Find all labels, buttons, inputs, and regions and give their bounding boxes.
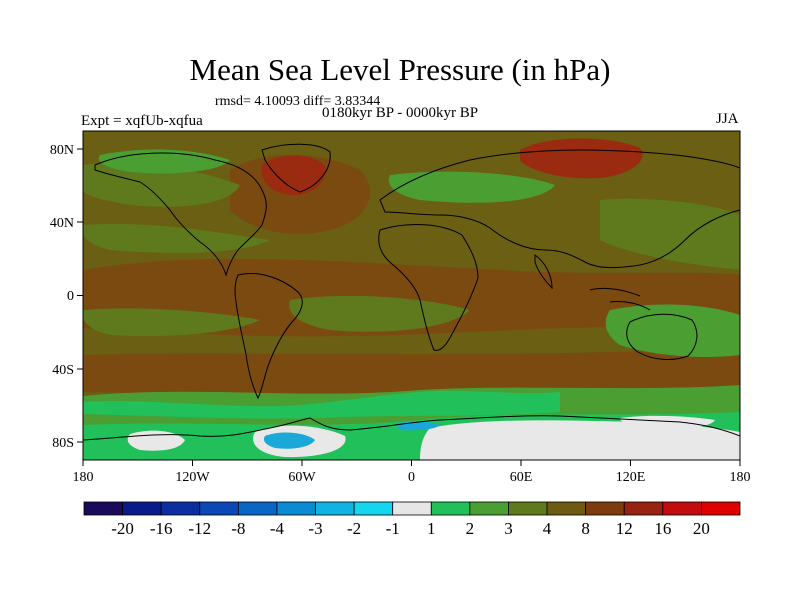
colorbar-swatch: [83, 501, 123, 516]
field-olive-equator: [83, 223, 270, 253]
coast-eurasia: [379, 149, 740, 269]
x-tick-label: 60W: [288, 470, 316, 485]
field-cyan-weddell: [263, 432, 315, 449]
y-tick-label: 80N: [50, 143, 74, 158]
colorbar-swatch: [160, 501, 201, 516]
field-brown-south: [83, 348, 740, 395]
x-tick-label: 180: [730, 470, 751, 485]
colorbar-label: 2: [465, 519, 475, 538]
colorbar-swatch: [546, 501, 587, 516]
y-tick-label: 80S: [52, 436, 74, 451]
colorbar-label: 16: [654, 519, 672, 538]
field-red-arctic: [520, 138, 643, 179]
y-tick-label: 40S: [52, 363, 74, 378]
field-green-central-asia: [388, 171, 555, 203]
colorbar-swatch: [662, 501, 702, 516]
colorbar-swatch: [276, 501, 316, 516]
colorbar-label: -4: [269, 519, 285, 538]
colorbar-label: -20: [111, 519, 134, 538]
field-olive-atlantic: [289, 295, 470, 332]
x-tick-label: 60E: [510, 470, 533, 485]
y-tick-label: 40N: [50, 216, 74, 231]
colorbar-label: -16: [149, 519, 173, 538]
x-tick-label: 180: [73, 470, 94, 485]
coast-indonesia: [589, 287, 651, 311]
axis-ticks: [77, 148, 741, 466]
colorbar-label: 8: [581, 519, 590, 538]
colorbar-swatch: [199, 501, 239, 516]
colorbar-swatch: [701, 501, 741, 516]
colorbar-swatch: [122, 501, 162, 516]
coast-australia: [626, 313, 698, 360]
colorbar-swatch: [392, 501, 432, 516]
coast-antarctica: [83, 415, 740, 441]
field-brown-tropics: [83, 259, 740, 337]
colorbar-label: 12: [615, 519, 633, 538]
field-white-antarctica-east: [420, 420, 740, 460]
colorbar-label: -2: [347, 519, 362, 538]
period-text: 0180kyr BP - 0000kyr BP: [322, 105, 479, 121]
x-tick-label: 0: [408, 470, 415, 485]
colorbar-swatch: [623, 501, 664, 516]
stats-text: rmsd= 4.10093 diff= 3.83344: [215, 94, 381, 109]
experiment-label: Expt = xqfUb-xqfua: [81, 113, 203, 129]
colorbar-label: 3: [504, 519, 513, 538]
x-axis-labels: 180 120W 60W 0 60E 120E 180: [73, 470, 751, 485]
colorbar-swatch: [237, 501, 278, 516]
coastlines: [83, 143, 740, 441]
field-red-greenland: [261, 155, 326, 196]
colorbar-label: 1: [427, 519, 436, 538]
coast-south-america: [234, 273, 303, 400]
page-title: Mean Sea Level Pressure (in hPa): [189, 52, 611, 87]
colorbar-swatch: [353, 501, 394, 516]
coast-india: [534, 254, 553, 290]
colorbar-label: -3: [308, 519, 323, 538]
field-olive-south-pacific: [83, 308, 260, 337]
y-axis-labels: 80N 40N 0 40S 80S: [50, 143, 74, 451]
colorbar-swatch: [315, 501, 355, 516]
field-olive-east-pacific: [600, 198, 740, 270]
colorbar: [83, 501, 741, 516]
field-olive-north: [83, 162, 240, 207]
field-white-antarctica-far-east: [620, 415, 715, 429]
colorbar-swatch: [585, 501, 625, 516]
coast-north-america: [94, 152, 267, 277]
colorbar-swatch: [430, 501, 471, 516]
y-tick-label: 0: [67, 289, 74, 304]
x-tick-label: 120W: [175, 470, 210, 485]
field-bright-green-southern-ocean: [83, 390, 560, 419]
colorbar-label: -12: [188, 519, 212, 538]
colorbar-swatch: [469, 501, 509, 516]
colorbar-label: 4: [542, 519, 552, 538]
coast-greenland: [261, 143, 331, 193]
colorbar-swatch: [508, 501, 548, 516]
colorbar-label: 20: [692, 519, 710, 538]
colorbar-label: -8: [231, 519, 246, 538]
colorbar-label: -1: [385, 519, 400, 538]
season-label: JJA: [716, 111, 739, 127]
coast-africa: [378, 224, 479, 351]
x-tick-label: 120E: [616, 470, 646, 485]
